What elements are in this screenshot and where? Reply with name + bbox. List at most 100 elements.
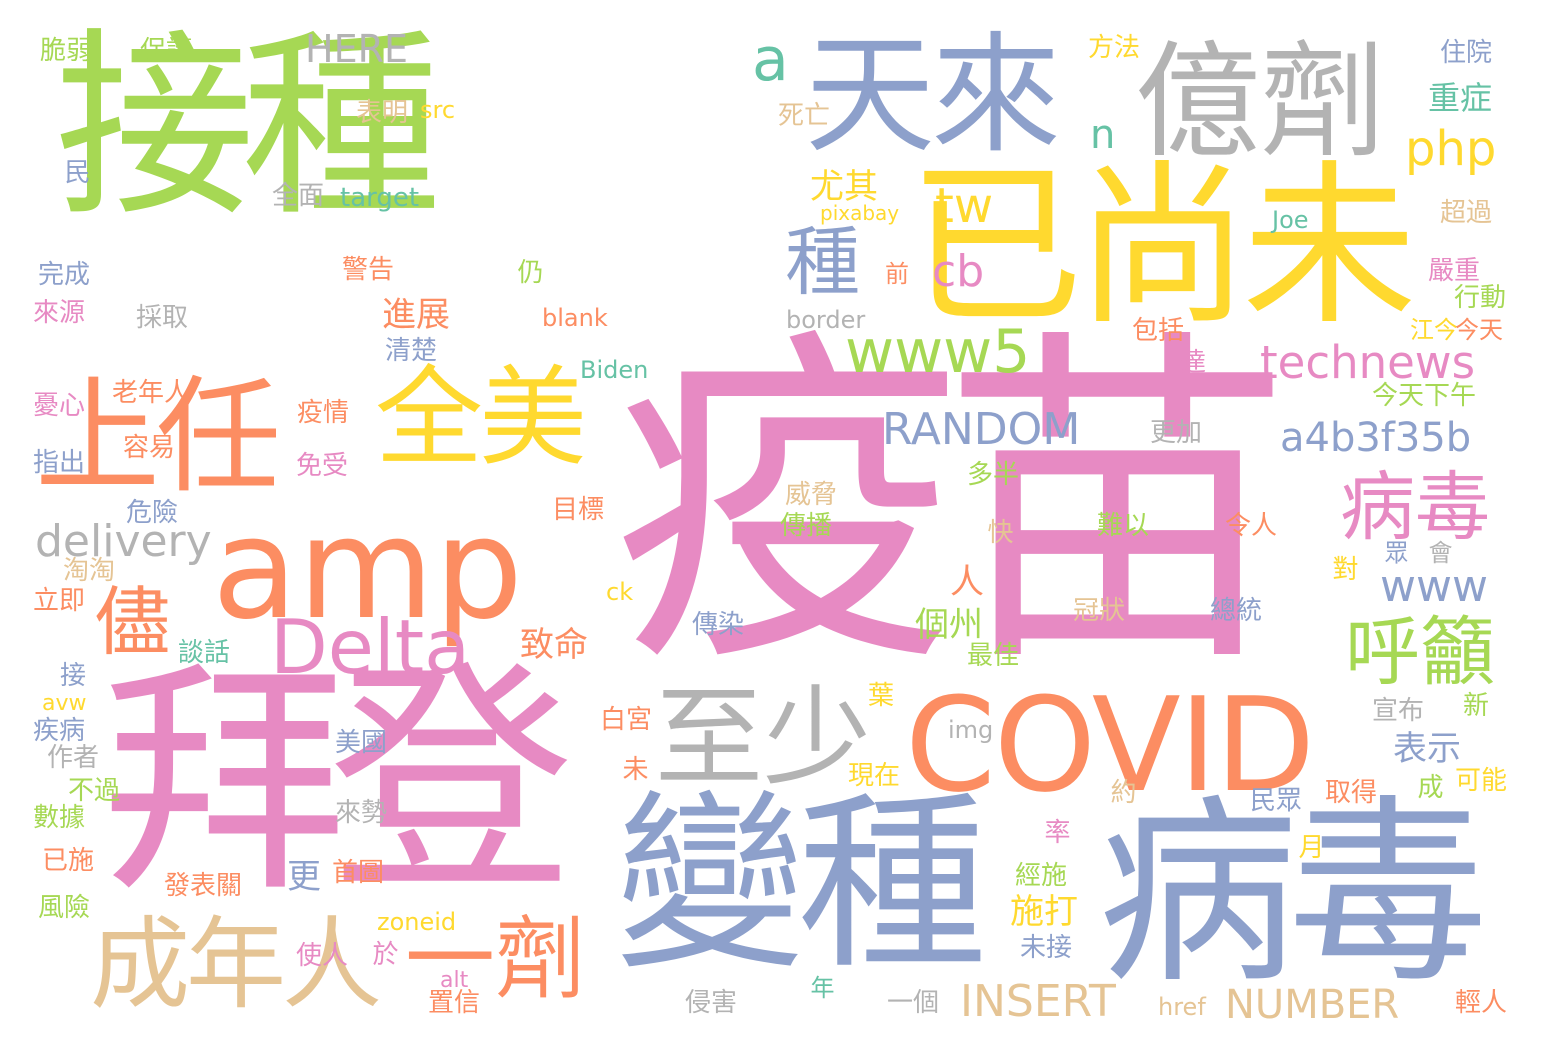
word-cuiruo: 脆弱: [40, 36, 93, 66]
word-n: n: [1090, 112, 1116, 158]
word-baideng: 拜登: [102, 640, 574, 925]
word-da: 達: [1180, 348, 1207, 378]
word-chuanbo: 傳播: [780, 511, 833, 541]
word-zhong: 種: [785, 218, 861, 306]
word-hui: 會: [1424, 540, 1452, 564]
word-joe: Joe: [1272, 206, 1309, 234]
word-qingchu: 清楚: [385, 336, 438, 366]
word-xingdong: 行動: [1454, 283, 1507, 313]
word-number: NUMBER: [1225, 982, 1400, 1028]
word-zongtong: 總統: [1210, 596, 1263, 626]
word-qinhai: 侵害: [685, 988, 738, 1018]
word-nian: 年: [806, 975, 834, 999]
word-qude: 取得: [1325, 778, 1378, 808]
word-lingren: 令人: [1225, 511, 1278, 541]
word-fengxian: 風險: [38, 893, 91, 923]
word-yige: 一個: [887, 988, 940, 1018]
word-shangren: 上任: [35, 365, 281, 510]
word-pixabay: pixabay: [820, 201, 900, 225]
word-xin: 新: [1463, 691, 1490, 721]
word-zhichu: 指出: [33, 448, 86, 478]
word-youxin: 憂心: [33, 391, 86, 421]
word-insert: INSERT: [960, 976, 1116, 1027]
word-qingren: 輕人: [1455, 988, 1508, 1018]
word-guanzhuang: 冠狀: [1073, 596, 1126, 626]
word-mianshou: 免受: [296, 451, 349, 481]
word-chengnianren: 成年人: [90, 906, 382, 1023]
word-jiezhong: 接種: [55, 11, 441, 244]
word-tanhua: 談話: [178, 638, 231, 668]
word-shuju: 數據: [33, 803, 86, 833]
word-laishi: 來勢: [335, 798, 388, 828]
word-yishi: 已施: [42, 846, 95, 876]
word-yiji-dose: 一劑: [405, 907, 585, 1012]
word-random: RANDOM: [882, 404, 1081, 455]
word-xianzai: 現在: [848, 761, 901, 791]
word-shida: 施打: [1010, 892, 1078, 932]
word-tw: tw: [935, 178, 994, 234]
word-jinzhan: 進展: [382, 295, 450, 335]
word-yue-month: 月: [1294, 833, 1324, 859]
word-alt: alt: [440, 968, 469, 993]
word-minzhong: 民眾: [1250, 786, 1303, 816]
word-wei: 未: [618, 755, 648, 781]
word-taotao: 淘淘: [63, 556, 116, 586]
word-here: HERE: [305, 27, 408, 71]
word-meiguo: 美國: [335, 728, 388, 758]
word-zhishao: 至少: [655, 676, 872, 801]
word-siwang: 死亡: [778, 101, 831, 131]
word-target: target: [340, 183, 420, 213]
word-biden: Biden: [580, 356, 649, 384]
word-ck: ck: [606, 578, 634, 606]
word-shiren: 使人: [296, 941, 349, 971]
word-lv: 率: [1040, 818, 1070, 844]
word-yanzhong: 嚴重: [1428, 256, 1481, 286]
word-weixian: 危險: [126, 498, 179, 528]
word-blank: blank: [542, 304, 608, 332]
word-yiji: 億劑: [1135, 30, 1385, 175]
word-liji: 立即: [33, 586, 86, 616]
word-jie: 接: [60, 661, 87, 691]
word-zoneid: zoneid: [377, 908, 457, 936]
word-bianzhong: 變種: [615, 774, 987, 995]
word-zuijia: 最佳: [967, 641, 1020, 671]
word-href: href: [1158, 993, 1206, 1021]
word-img: img: [948, 716, 994, 744]
word-youqi: 尤其: [810, 167, 878, 207]
word-yu: 於: [368, 940, 398, 966]
word-delta: Delta: [270, 603, 471, 691]
word-chuanran: 傳染: [692, 610, 745, 640]
word-zhong-crowd: 眾: [1380, 540, 1408, 564]
word-jinggao: 警告: [342, 255, 395, 285]
word-zhiming: 致命: [520, 625, 588, 665]
word-quanmei: 全美: [375, 356, 587, 481]
word-huyu: 呼籲: [1345, 608, 1496, 696]
word-amp: amp: [212, 488, 524, 651]
word-yiqing: 疫情: [297, 398, 350, 428]
word-shoutu: 首圖: [332, 858, 385, 888]
word-yue: 約: [1106, 778, 1136, 804]
word-jiangjin: 江今: [1410, 316, 1458, 344]
word-duoban: 多半: [967, 460, 1020, 490]
word-nanyi: 難以: [1097, 511, 1150, 541]
word-gezhou: 個州: [915, 605, 983, 645]
word-biaoming: 表明: [356, 98, 409, 128]
word-yishangwei: 已尚未: [908, 146, 1417, 349]
word-border: border: [786, 306, 866, 334]
word-ye: 葉: [868, 681, 895, 711]
word-a: a: [752, 25, 789, 95]
word-tianlai: 天來: [805, 19, 1061, 171]
word-technews: technews: [1260, 336, 1476, 389]
word-rongyi: 容易: [123, 433, 176, 463]
word-dui: 對: [1328, 555, 1358, 581]
word-a4b3f35b: a4b3f35b: [1280, 415, 1472, 461]
word-bingdu-large: 病毒: [1098, 778, 1488, 1011]
word-www5: www5: [845, 317, 1031, 387]
word-php: php: [1405, 121, 1497, 177]
word-jintian: 今天: [1455, 316, 1503, 344]
word-covid: COVID: [905, 669, 1315, 821]
word-zhongzheng: 重症: [1428, 79, 1493, 117]
word-zuozhe: 作者: [47, 743, 100, 773]
word-cb: cb: [932, 246, 985, 297]
word-jibing: 疾病: [33, 716, 86, 746]
